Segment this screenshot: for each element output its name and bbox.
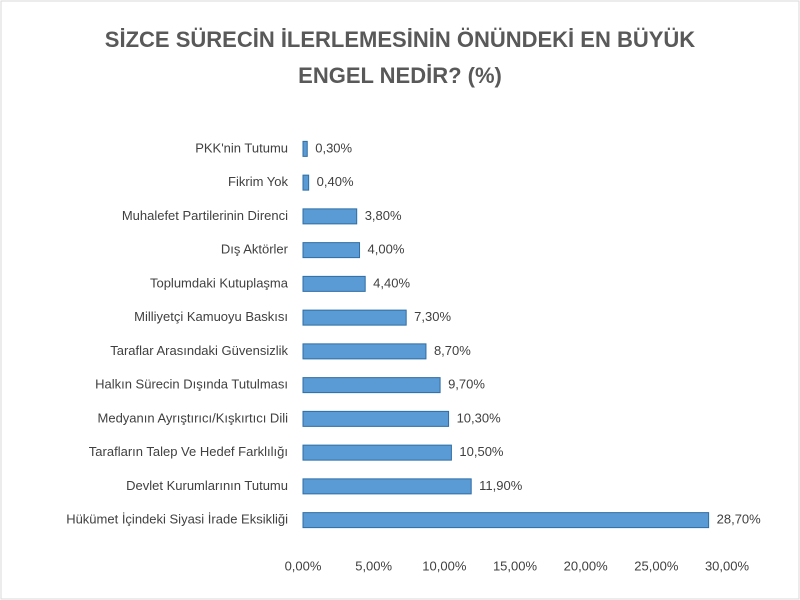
bar (302, 444, 452, 461)
x-tick-label: 25,00% (634, 558, 679, 573)
value-label: 0,40% (317, 174, 354, 189)
value-label: 9,70% (448, 377, 485, 392)
value-label: 3,80% (365, 208, 402, 223)
bar (302, 242, 361, 259)
bar (302, 512, 710, 529)
y-tick-label: Milliyetçi Kamuoyu Baskısı (134, 309, 288, 324)
value-label: 8,70% (434, 343, 471, 358)
bar (302, 275, 366, 292)
value-label: 0,30% (315, 140, 352, 155)
x-tick-label: 0,00% (285, 558, 322, 573)
bar (302, 309, 407, 326)
y-tick-label: Tarafların Talep Ve Hedef Farklılığı (89, 444, 288, 459)
x-tick-label: 30,00% (705, 558, 750, 573)
bar (302, 208, 358, 225)
value-label: 10,30% (457, 410, 502, 425)
bar (302, 478, 472, 495)
value-label: 28,70% (717, 512, 762, 527)
y-tick-label: Fikrim Yok (228, 174, 288, 189)
y-tick-label: Hükümet İçindeki Siyasi İrade Eksikliği (66, 512, 288, 527)
bar (302, 410, 450, 427)
y-tick-label: Halkın Sürecin Dışında Tutulması (95, 377, 288, 392)
y-tick-label: PKK'nin Tutumu (195, 140, 288, 155)
value-label: 4,00% (368, 242, 405, 257)
value-label: 11,90% (479, 478, 523, 493)
y-tick-label: Taraflar Arasındaki Güvensizlik (110, 343, 288, 358)
y-tick-label: Dış Aktörler (221, 242, 289, 257)
bar (302, 174, 310, 191)
x-tick-label: 5,00% (355, 558, 392, 573)
bar (302, 377, 441, 394)
y-tick-label: Muhalefet Partilerinin Direnci (122, 208, 288, 223)
x-tick-label: 10,00% (422, 558, 467, 573)
y-tick-label: Toplumdaki Kutuplaşma (150, 275, 289, 290)
value-label: 7,30% (414, 309, 451, 324)
value-label: 10,50% (459, 444, 504, 459)
chart-title: SİZCE SÜRECİN İLERLEMESİNİN ÖNÜNDEKİ EN … (104, 27, 696, 88)
value-label: 4,40% (373, 275, 410, 290)
y-tick-label: Medyanın Ayrıştırıcı/Kışkırtıcı Dili (98, 410, 289, 425)
x-tick-label: 15,00% (493, 558, 538, 573)
y-tick-label: Devlet Kurumlarının Tutumu (126, 478, 288, 493)
x-tick-label: 20,00% (564, 558, 609, 573)
bar (302, 343, 427, 360)
bar (302, 140, 308, 157)
